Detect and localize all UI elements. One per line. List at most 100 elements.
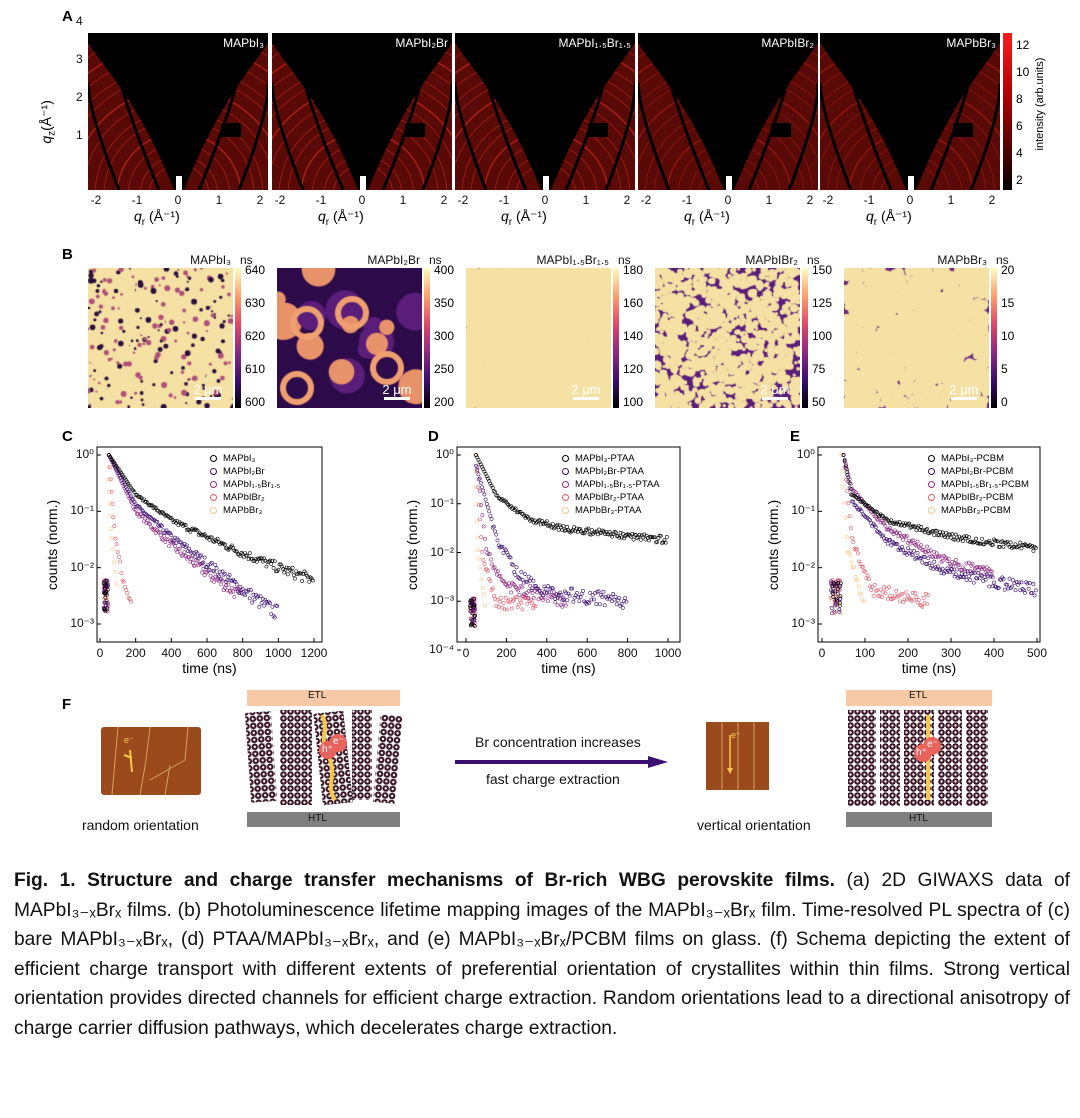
- data-point: [243, 593, 247, 598]
- x-tick-label: 400: [983, 646, 1005, 660]
- data-point: [945, 535, 950, 540]
- data-point: [184, 543, 189, 548]
- data-point: [121, 579, 126, 584]
- data-point: [479, 503, 484, 507]
- data-point: [276, 567, 281, 572]
- data-point: [524, 595, 528, 600]
- x-tick-label: 400: [536, 646, 557, 660]
- data-point: [489, 517, 494, 521]
- data-point: [570, 586, 575, 591]
- data-point: [208, 573, 213, 578]
- data-point: [257, 604, 262, 609]
- data-point: [517, 509, 522, 514]
- data-point: [103, 586, 107, 591]
- data-point: [528, 597, 533, 602]
- data-point: [947, 570, 952, 575]
- data-point: [854, 496, 859, 500]
- data-point: [848, 486, 853, 491]
- data-point: [543, 595, 548, 600]
- data-point: [526, 595, 531, 600]
- x-axis-label: qr (Å⁻¹): [684, 208, 730, 228]
- data-point: [854, 505, 859, 510]
- data-point: [1023, 542, 1027, 547]
- data-point: [133, 502, 138, 507]
- data-point: [563, 603, 568, 608]
- series-1: [101, 453, 315, 613]
- data-point: [481, 592, 486, 597]
- data-point: [844, 466, 848, 471]
- data-point: [664, 534, 669, 539]
- giwaxs-title: MAPbIBr₂: [761, 36, 814, 50]
- data-point: [107, 477, 111, 482]
- data-point: [972, 570, 977, 575]
- data-point: [922, 554, 927, 559]
- data-point: [493, 568, 498, 573]
- data-point: [626, 532, 631, 537]
- data-point: [472, 604, 476, 609]
- data-point: [550, 521, 555, 526]
- data-point: [1007, 576, 1012, 581]
- data-point: [1024, 543, 1029, 548]
- data-point: [475, 519, 480, 524]
- data-point: [878, 587, 883, 592]
- data-point: [661, 540, 666, 545]
- arrow-top-label: Br concentration increases: [475, 734, 641, 750]
- data-point: [257, 557, 262, 562]
- data-point: [143, 516, 148, 521]
- data-point: [977, 541, 982, 546]
- colorbar-tick: 2: [1016, 173, 1023, 187]
- data-point: [500, 544, 505, 549]
- data-point: [1029, 591, 1033, 595]
- legend-label: MAPbI₂Br: [223, 466, 265, 477]
- pl-lifetime-map: [655, 268, 800, 408]
- data-point: [263, 598, 268, 602]
- data-point: [981, 542, 986, 547]
- data-point: [483, 536, 487, 541]
- y-tick-label: 3: [76, 52, 83, 66]
- data-point: [951, 570, 956, 575]
- data-point: [208, 562, 213, 566]
- x-tick-label: 200: [496, 646, 517, 660]
- data-point: [838, 603, 842, 608]
- panel-label-e: E: [790, 428, 801, 445]
- data-point: [112, 524, 117, 528]
- data-point: [914, 595, 919, 599]
- data-point: [167, 544, 171, 549]
- data-point: [531, 595, 536, 600]
- data-point: [858, 507, 863, 512]
- scale-line: [195, 397, 221, 400]
- map-unit: ns: [429, 253, 442, 267]
- y-tick-label: 10⁻²: [430, 544, 454, 559]
- legend: MAPbI₃-PTAA MAPbI₂Br-PTAA MAPbI₁.₅Br₁.₅-PT…: [562, 452, 660, 517]
- data-point: [483, 497, 488, 502]
- data-point: [842, 500, 847, 505]
- data-point: [480, 549, 485, 554]
- x-tick-label: -1: [315, 193, 327, 207]
- data-point: [512, 583, 517, 588]
- data-point: [914, 556, 919, 560]
- data-point: [944, 556, 949, 560]
- data-point: [469, 617, 474, 622]
- data-point: [262, 603, 266, 608]
- data-point: [270, 558, 275, 563]
- data-point: [509, 590, 514, 595]
- data-point: [829, 606, 834, 611]
- data-point: [200, 570, 205, 575]
- data-point: [197, 531, 202, 536]
- data-point: [897, 599, 902, 604]
- data-point: [199, 562, 203, 567]
- x-tick-label: 200: [897, 646, 919, 660]
- x-tick-label: 1: [947, 193, 955, 207]
- legend-label: MAPbIBr₂: [223, 492, 265, 503]
- x-tick-label: 2: [440, 193, 448, 207]
- data-point: [195, 551, 200, 556]
- legend-label: MAPbI₁.₅Br₁.₅: [223, 479, 281, 490]
- data-point: [103, 595, 108, 600]
- data-point: [850, 535, 855, 540]
- legend-label: MAPbBr₃-PCBM: [941, 505, 1011, 516]
- data-point: [837, 600, 842, 605]
- data-point: [553, 600, 558, 605]
- map-colorbar-tick: 300: [434, 329, 455, 343]
- data-point: [538, 522, 543, 527]
- legend-item: MAPbBr₃: [210, 504, 280, 517]
